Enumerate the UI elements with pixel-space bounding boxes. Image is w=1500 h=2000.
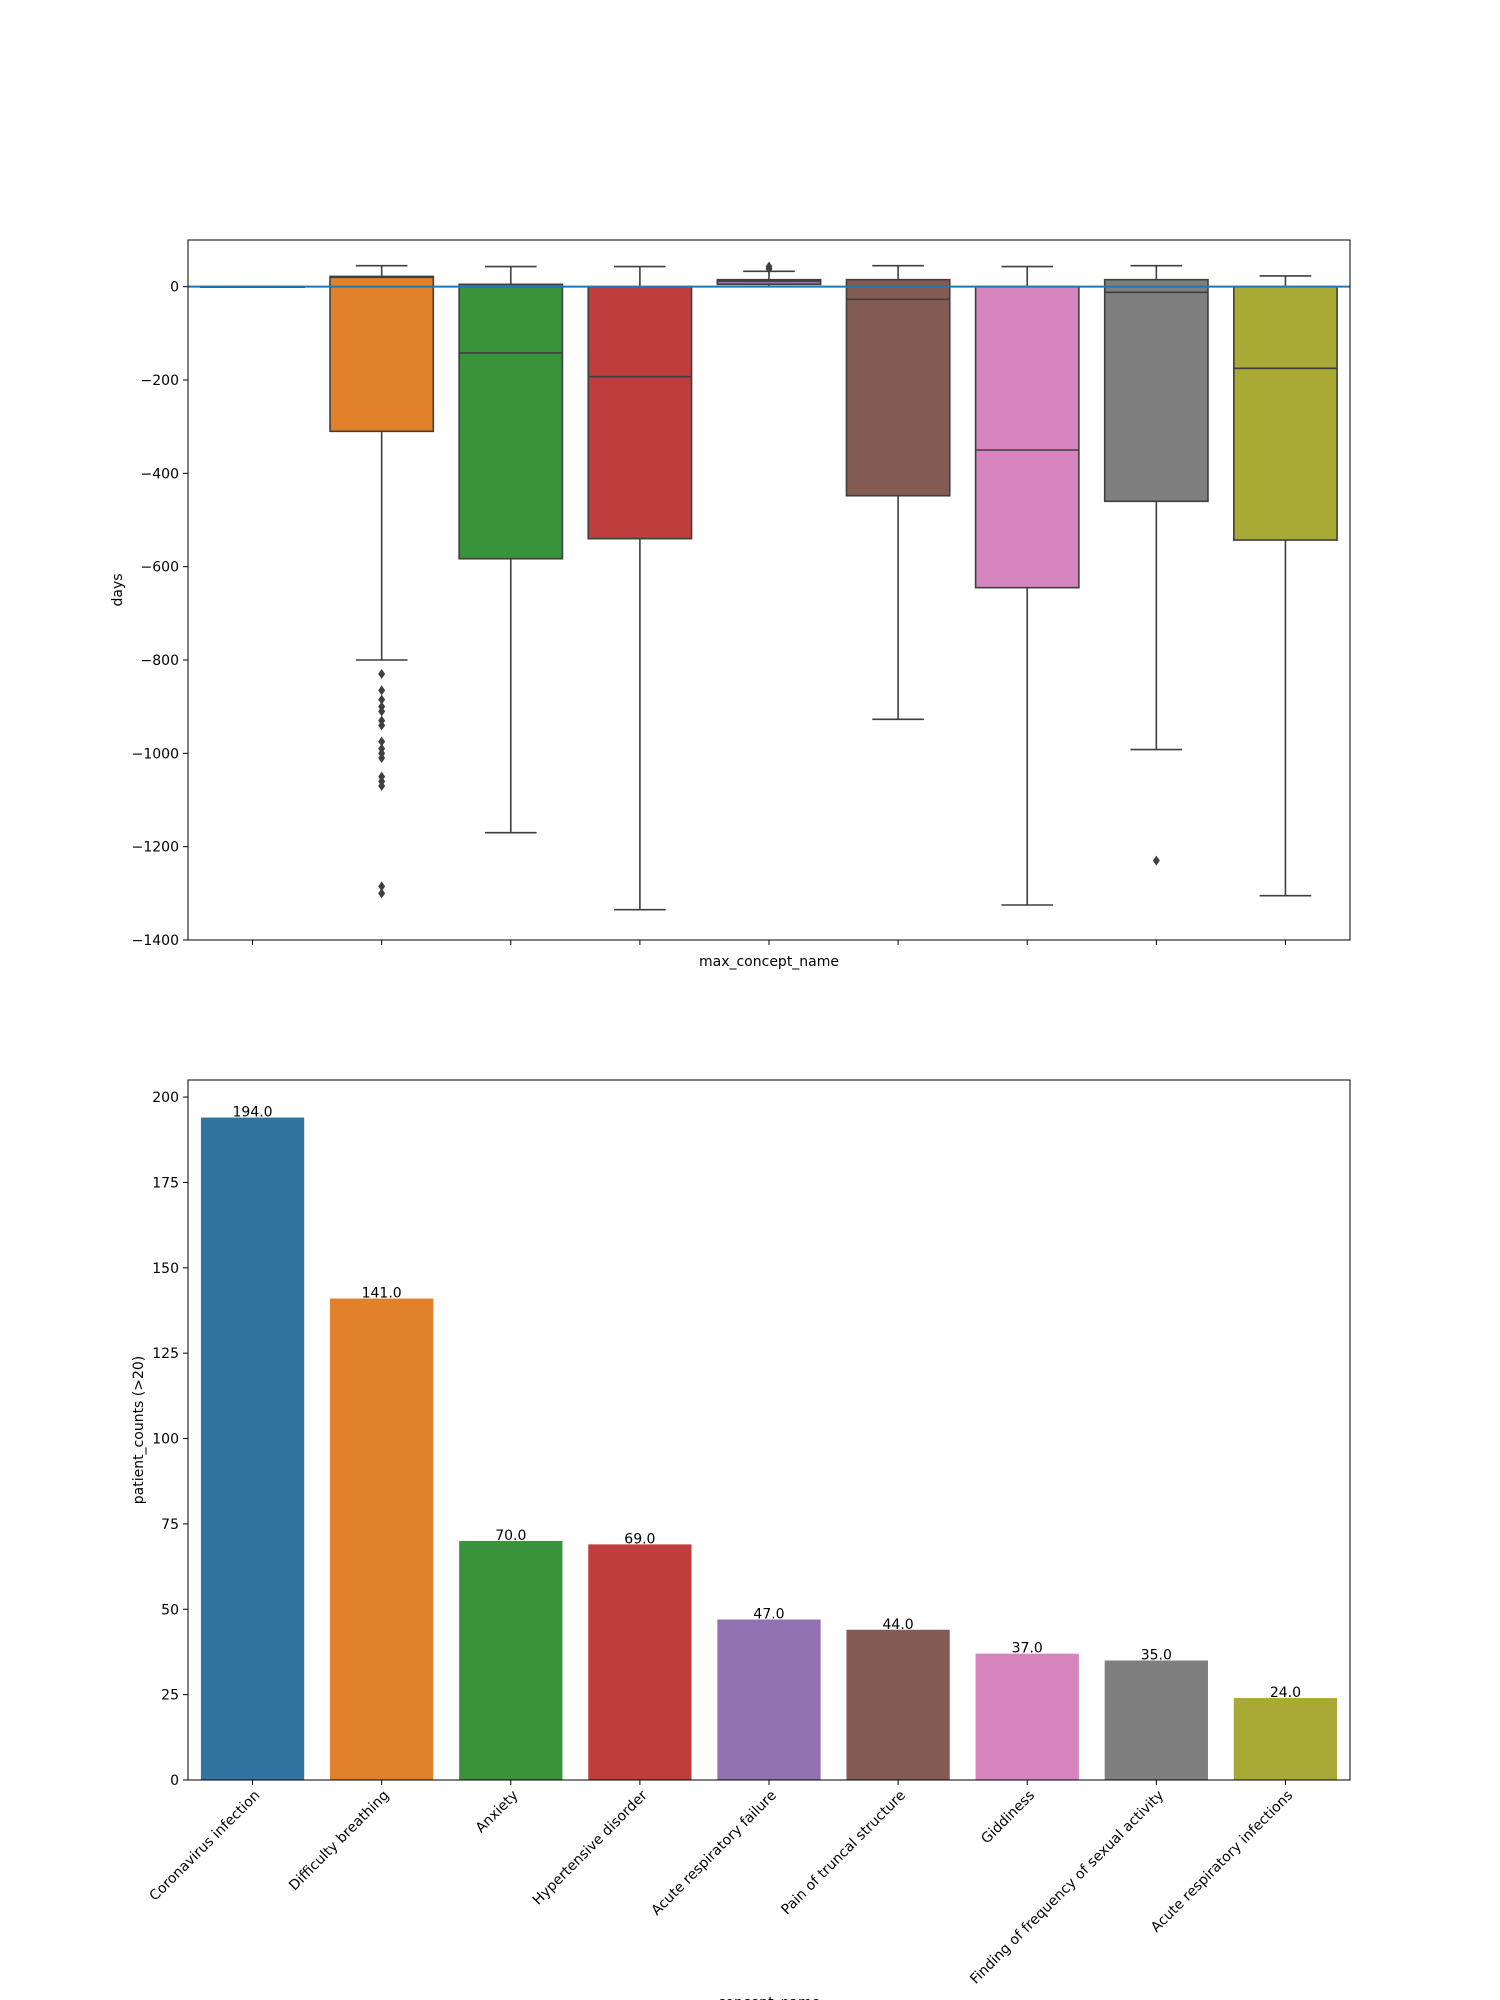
box-outlier-10 xyxy=(378,753,386,763)
box-iqr xyxy=(329,275,435,433)
bar-pain-of-truncal-structure xyxy=(846,1629,950,1780)
bar-x-tick-label-acute-respiratory-infections: Acute respiratory infections xyxy=(1148,1788,1296,1936)
bar-y-tick-label-4: 100 xyxy=(152,1432,179,1448)
bar-finding-of-frequency-of-sexual-activity xyxy=(1104,1660,1208,1780)
bar-y-tick-label-7: 175 xyxy=(152,1175,179,1191)
box-iqr xyxy=(845,278,951,497)
box-giddiness xyxy=(974,265,1080,906)
bar-difficulty-breathing xyxy=(330,1298,434,1780)
box-pain-of-truncal-structure xyxy=(845,264,951,721)
box-outlier-1 xyxy=(765,261,773,272)
bar-value-label-acute-respiratory-infections: 24.0 xyxy=(1270,1685,1301,1701)
box-plot-y-axis-label: days xyxy=(110,573,126,606)
bar-value-label-acute-respiratory-failure: 47.0 xyxy=(753,1607,784,1623)
bar-giddiness xyxy=(975,1653,1079,1780)
box-difficulty-breathing xyxy=(329,264,435,899)
box-plot-x-axis xyxy=(252,940,1286,945)
box-outlier-4 xyxy=(378,706,386,717)
bar-value-label-coronavirus-infection: 194.0 xyxy=(233,1105,273,1121)
box-plot-marks xyxy=(188,261,1350,911)
box-iqr xyxy=(716,278,822,286)
bar-x-tick-label-difficulty-breathing: Difficulty breathing xyxy=(286,1788,392,1894)
box-plot-y-axis: 0 −200 −400 −600 −800 −1000 −1200 −1400 xyxy=(132,280,188,949)
box-iqr xyxy=(974,285,1080,589)
box-y-tick-label-4: −800 xyxy=(141,653,179,669)
bar-y-tick-label-8: 200 xyxy=(152,1090,179,1106)
bar-acute-respiratory-infections xyxy=(1233,1698,1338,1780)
box-y-tick-label-3: −600 xyxy=(141,560,179,576)
bar-y-tick-label-2: 50 xyxy=(161,1602,179,1618)
box-outlier-15 xyxy=(378,888,386,899)
bar-acute-respiratory-failure xyxy=(717,1619,821,1780)
bar-x-tick-label-pain-of-truncal-structure: Pain of truncal structure xyxy=(778,1788,909,1919)
bar-chart-x-axis: Coronavirus infection Difficulty breathin… xyxy=(147,1780,1296,1987)
bar-x-tick-label-coronavirus-infection: Coronavirus infection xyxy=(147,1788,264,1905)
bar-y-tick-label-0: 0 xyxy=(170,1773,179,1789)
bar-value-label-difficulty-breathing: 141.0 xyxy=(362,1286,402,1302)
box-y-tick-label-0: 0 xyxy=(170,280,179,296)
box-iqr xyxy=(587,285,693,540)
bar-value-label-giddiness: 37.0 xyxy=(1012,1641,1043,1657)
bar-x-tick-label-acute-respiratory-failure: Acute respiratory failure xyxy=(649,1788,780,1919)
box-y-tick-label-7: −1400 xyxy=(132,933,179,949)
box-plot-frame xyxy=(187,239,1351,941)
box-y-tick-label-5: −1000 xyxy=(132,746,179,762)
bar-x-tick-label-hypertensive-disorder: Hypertensive disorder xyxy=(530,1787,651,1908)
box-iqr xyxy=(1233,285,1338,541)
box-y-tick-label-2: −400 xyxy=(141,466,179,482)
box-outlier-14 xyxy=(378,881,386,892)
box-outlier-0 xyxy=(378,669,386,679)
box-acute-respiratory-infections xyxy=(1233,275,1338,897)
box-outlier-13 xyxy=(378,781,386,791)
box-finding-of-frequency-of-sexual-activity xyxy=(1103,264,1209,866)
box-outlier-6 xyxy=(378,720,386,731)
bar-x-tick-label-giddiness: Giddiness xyxy=(978,1788,1038,1848)
bar-value-label-anxiety: 70.0 xyxy=(495,1528,526,1544)
box-outlier-2 xyxy=(378,694,386,705)
bar-chart-y-axis: 0 25 50 75 100 125 150 175 200 xyxy=(152,1090,188,1789)
bar-value-label-pain-of-truncal-structure: 44.0 xyxy=(883,1617,914,1633)
box-plot-chart: 0 −200 −400 −600 −800 −1000 −1200 −1400 max_con… xyxy=(110,239,1351,970)
bar-coronavirus-infection xyxy=(200,1117,305,1780)
bar-chart-y-axis-label: patient_counts (>20) xyxy=(131,1356,147,1505)
bar-chart: 0 25 50 75 100 125 150 175 200 194.0 141.0 70.0 69.… xyxy=(131,1079,1351,2000)
bar-x-tick-label-anxiety: Anxiety xyxy=(473,1788,522,1837)
bar-hypertensive-disorder xyxy=(588,1544,692,1780)
bar-chart-frame xyxy=(187,1079,1351,1781)
bar-y-tick-label-5: 125 xyxy=(152,1346,179,1362)
box-outlier-7 xyxy=(378,736,386,747)
bar-y-tick-label-6: 150 xyxy=(152,1261,179,1277)
box-y-tick-label-1: −200 xyxy=(141,373,179,389)
box-outlier-1 xyxy=(378,685,386,696)
box-hypertensive-disorder xyxy=(587,265,693,911)
box-outlier-0 xyxy=(1152,855,1160,866)
box-iqr xyxy=(1103,278,1209,503)
bar-y-tick-label-1: 25 xyxy=(161,1688,179,1704)
bar-chart-marks: 194.0 141.0 70.0 69.0 47.0 44.0 37.0 35.0 24.0 xyxy=(200,1105,1338,1780)
bar-y-tick-label-3: 75 xyxy=(161,1517,179,1533)
box-iqr xyxy=(458,283,564,560)
box-plot-x-axis-label: max_concept_name xyxy=(699,954,839,970)
box-y-tick-label-6: −1200 xyxy=(132,840,179,856)
bar-value-label-hypertensive-disorder: 69.0 xyxy=(624,1531,655,1547)
bar-value-label-finding-of-frequency-of-sexual-activity: 35.0 xyxy=(1141,1647,1172,1663)
bar-anxiety xyxy=(459,1540,563,1780)
bar-chart-x-axis-label: concept_name xyxy=(718,1995,821,2000)
box-anxiety xyxy=(458,265,564,834)
